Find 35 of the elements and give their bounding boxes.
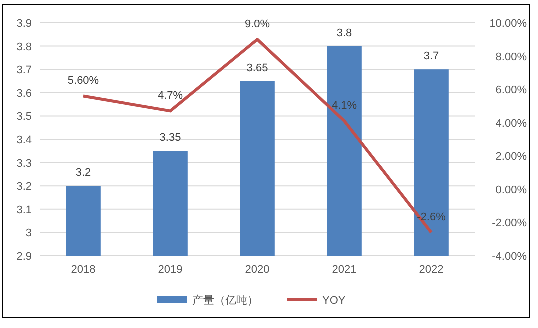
- y2-tick-label: 10.00%: [490, 18, 528, 30]
- y2-tick-label: 8.00%: [496, 51, 528, 64]
- y-tick-label: 3.4: [16, 134, 32, 146]
- data-label: 3.8: [336, 27, 352, 40]
- y-tick-label: 2.9: [16, 251, 32, 263]
- y2-tick-label: 6.00%: [496, 84, 528, 97]
- data-label: 3.35: [160, 132, 182, 144]
- legend-label: YOY: [322, 295, 346, 307]
- y-tick-label: 3.7: [16, 64, 32, 77]
- y-tick-label: 3.9: [16, 18, 32, 30]
- x-tick-label: 2021: [332, 264, 357, 276]
- x-tick-label: 2018: [71, 264, 96, 276]
- y-tick-label: 3.6: [16, 88, 32, 100]
- y2-tick-label: -2.00%: [492, 218, 528, 230]
- y-tick-label: 3: [26, 228, 32, 240]
- data-label: 3.7: [424, 50, 440, 63]
- data-label: 3.2: [76, 167, 92, 180]
- y2-tick-label: 4.00%: [496, 118, 528, 130]
- data-label: 4.7%: [158, 90, 184, 102]
- y-tick-label: 3.8: [16, 41, 32, 54]
- x-tick-label: 2022: [419, 264, 444, 276]
- legend-label: 产量（亿吨）: [192, 294, 258, 307]
- data-label: 3.65: [246, 62, 268, 74]
- data-label: 9.0%: [244, 18, 270, 31]
- y2-tick-label: 0.00%: [496, 184, 528, 196]
- y-tick-label: 3.1: [16, 204, 32, 216]
- x-tick-label: 2019: [158, 264, 183, 276]
- data-label: 5.60%: [68, 75, 100, 88]
- x-tick-label: 2020: [245, 264, 270, 276]
- y2-tick-label: -4.00%: [492, 251, 528, 263]
- y2-tick-label: 2.00%: [496, 151, 528, 164]
- y-tick-label: 3.2: [16, 181, 32, 194]
- data-label: 4.1%: [332, 100, 358, 112]
- y-tick-label: 3.5: [16, 111, 32, 124]
- y-tick-label: 3.3: [16, 158, 32, 170]
